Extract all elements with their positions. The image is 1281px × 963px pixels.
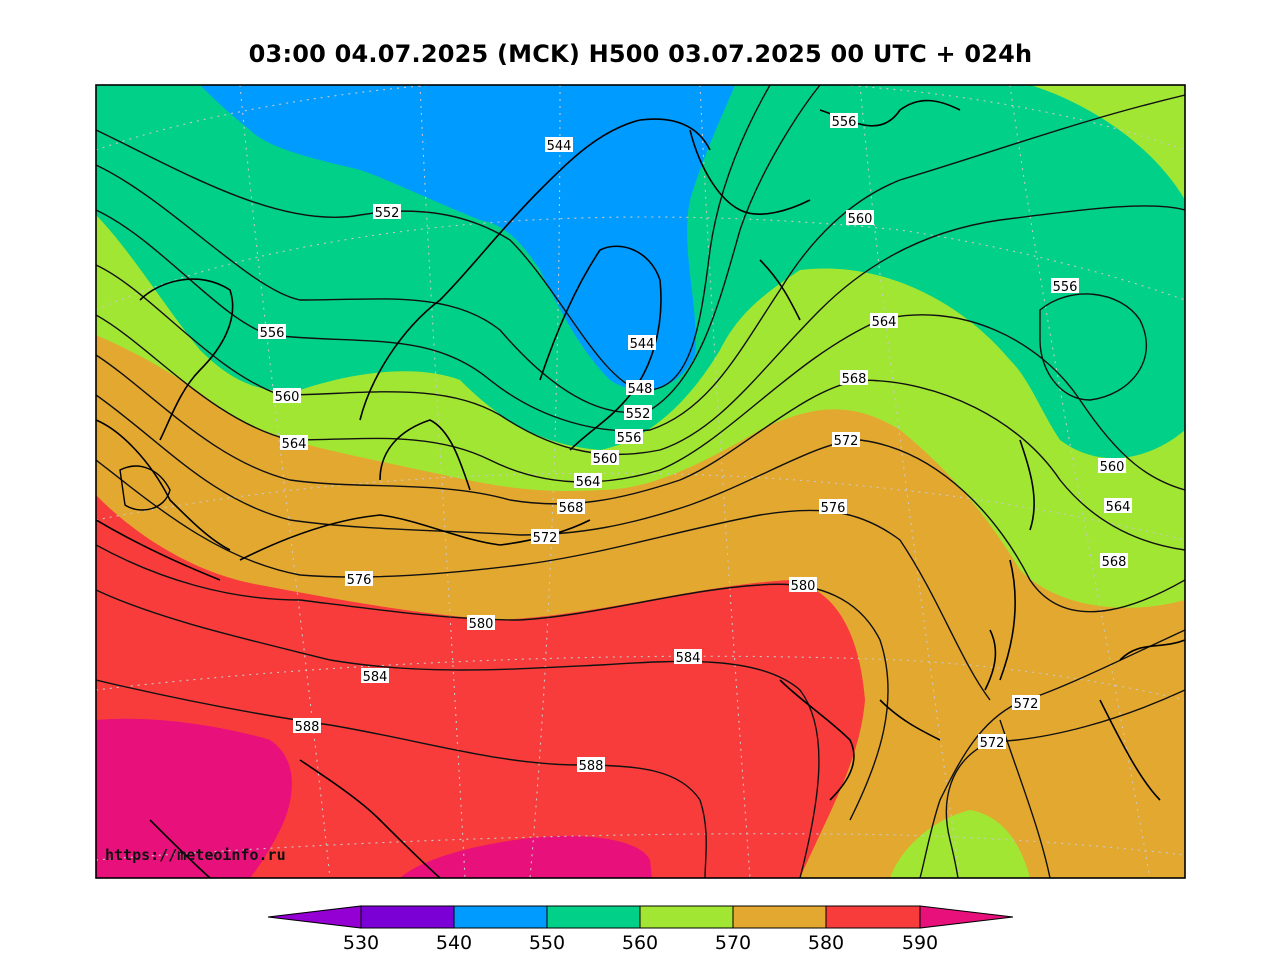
contour-label: 580 [467,615,495,632]
contour-label-text: 568 [842,372,867,387]
contour-labels: 544 552 556 556 560 560 564 564 544 568 548 552 556 5… [258,113,1132,774]
contour-label-text: 560 [848,212,873,227]
contour-label: 588 [577,757,605,774]
contour-label-text: 584 [363,670,388,685]
contour-label-text: 568 [1102,555,1127,570]
contour-label-text: 568 [559,501,584,516]
contour-label: 560 [1098,458,1126,475]
colorbar-tick-label: 580 [808,932,844,954]
contour-label: 552 [624,405,652,422]
coastlines [96,99,1185,878]
contour-label: 584 [361,668,389,685]
map-title: 03:00 04.07.2025 (MCK) H500 03.07.2025 0… [248,40,1033,68]
contour-label-text: 564 [576,475,601,490]
contour-label: 568 [557,499,585,516]
contour-label: 568 [1100,553,1128,570]
colorbar-tick-label: 540 [436,932,472,954]
contour-label-text: 548 [628,382,653,397]
contour-label-text: 556 [617,431,642,446]
contour-label-text: 580 [791,579,816,594]
contour-label-text: 560 [593,452,618,467]
contour-label: 576 [345,571,373,588]
contour-label: 560 [273,388,301,405]
contour-label: 552 [373,204,401,221]
contour-label-text: 564 [872,315,897,330]
contour-label: 580 [789,577,817,594]
contour-label: 588 [293,718,321,735]
contour-label-text: 572 [980,736,1005,751]
contour-label: 556 [615,429,643,446]
colorbar-arrow-high [919,905,1014,929]
contour-label-text: 556 [1053,280,1078,295]
contour-label-text: 560 [1100,460,1125,475]
contour-label: 556 [258,324,286,341]
contour-label-text: 560 [275,390,300,405]
contour-label: 560 [591,450,619,467]
contour-label: 564 [1104,498,1132,515]
colorbar-tick-label: 590 [902,932,938,954]
contour-label-text: 588 [295,720,320,735]
colorbar-segment [546,905,641,929]
contour-label: 548 [626,380,654,397]
contour-label-text: 588 [579,759,604,774]
zone-above-590-west [96,718,292,878]
contour-label-text: 572 [533,531,558,546]
contour-label: 572 [978,734,1006,751]
graticule [96,85,1185,878]
zone-above-590-south [400,836,652,878]
contour-label-text: 544 [547,139,572,154]
contour-label: 576 [819,499,847,516]
contour-label: 564 [574,473,602,490]
contour-label: 584 [674,649,702,666]
colorbar-segment [825,905,921,929]
colorbar-tick-label: 560 [622,932,658,954]
colorbar-arrow-low [267,905,362,929]
colorbar-segment [732,905,827,929]
contour-label: 568 [840,370,868,387]
contour-label-text: 552 [375,206,400,221]
colorbar-segment [360,905,455,929]
contour-label: 564 [280,435,308,452]
contour-label: 544 [628,335,656,352]
contour-label-text: 564 [1106,500,1131,515]
zone-560-570-south [890,810,1030,878]
contour-label: 556 [830,113,858,130]
contour-label: 560 [846,210,874,227]
contour-label: 572 [1012,695,1040,712]
contour-label: 564 [870,313,898,330]
colorbar-tick-label: 550 [529,932,565,954]
contour-label-text: 576 [347,573,372,588]
contour-label-text: 552 [626,407,651,422]
contour-label-text: 572 [834,434,859,449]
source-credit: https://meteoinfo.ru [105,846,286,864]
map-frame [95,84,1186,879]
contour-label-text: 572 [1014,697,1039,712]
contour-label-text: 576 [821,501,846,516]
contour-label: 544 [545,137,573,154]
contour-label-text: 556 [832,115,857,130]
coastline-ireland [119,465,171,511]
contour-label: 556 [1051,278,1079,295]
contour-label-text: 556 [260,326,285,341]
colorbar-segment [453,905,548,929]
contour-label-text: 584 [676,651,701,666]
contour-label-text: 580 [469,617,494,632]
colorbar-tick-label: 530 [343,932,379,954]
contour-label-text: 544 [630,337,655,352]
colorbar-segment [639,905,734,929]
contour-label: 572 [531,529,559,546]
contour-label-text: 564 [282,437,307,452]
zone-540-550 [200,85,735,391]
contour-label: 572 [832,432,860,449]
colorbar-tick-label: 570 [715,932,751,954]
